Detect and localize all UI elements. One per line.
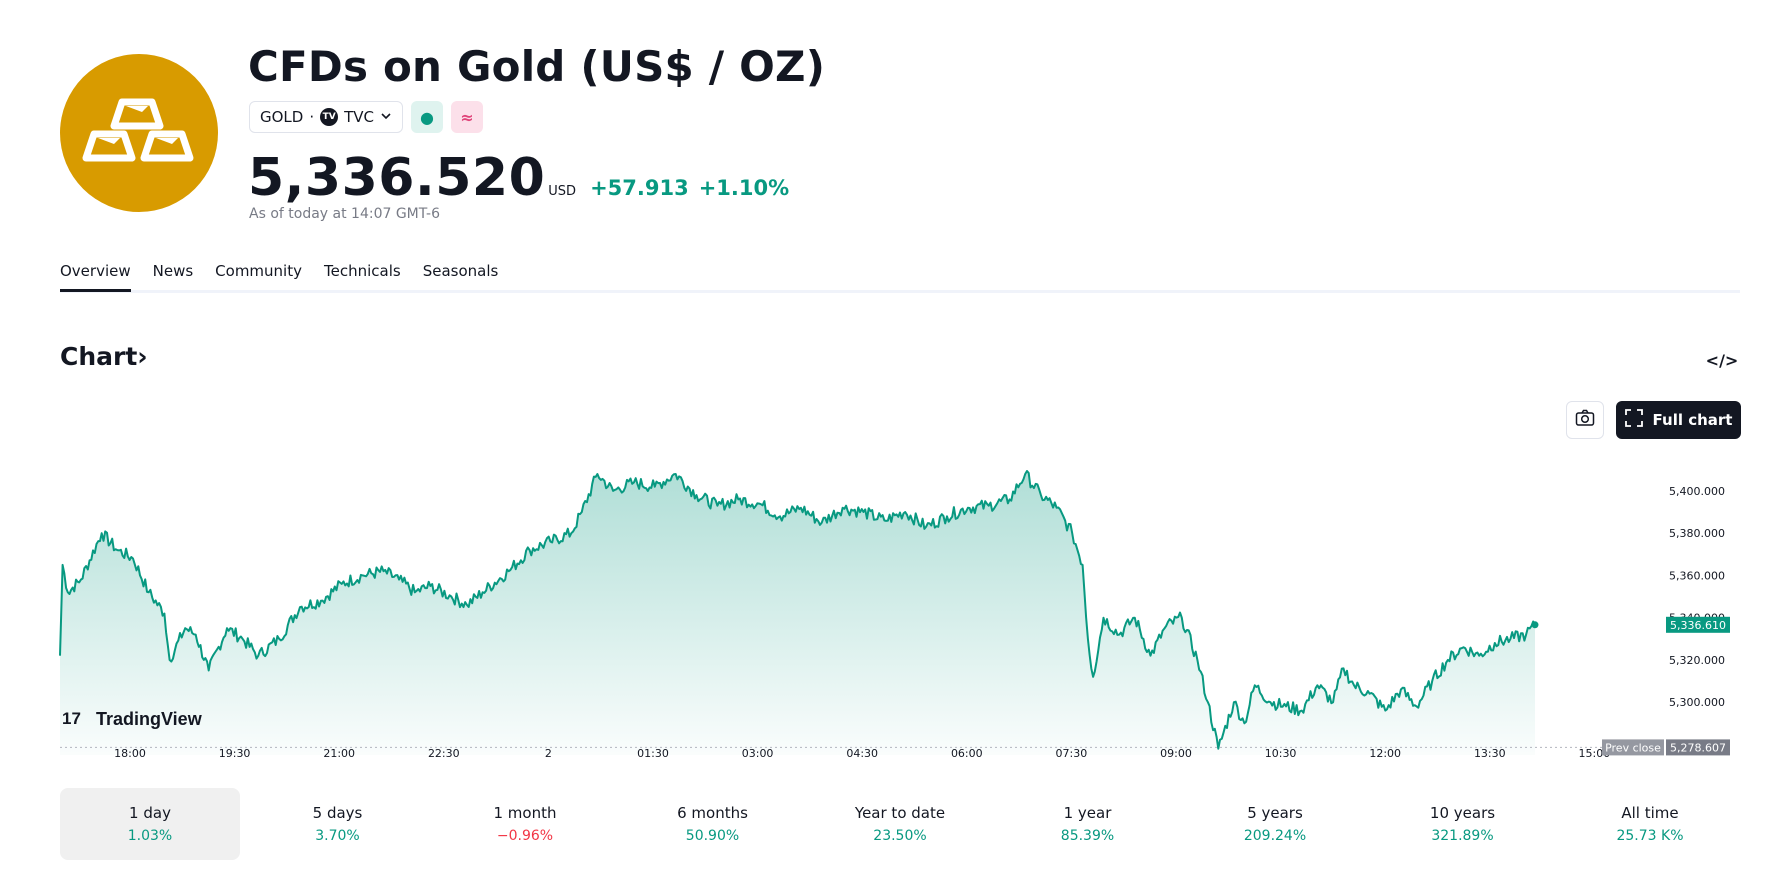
x-tick-label: 18:00 — [114, 747, 146, 760]
performance-periods: 1 day 1.03% 5 days 3.70% 1 month −0.96% 6 mont… — [60, 788, 1740, 860]
chevron-down-icon — [380, 110, 392, 125]
tabs-divider — [60, 290, 1740, 293]
full-chart-button[interactable]: Full chart — [1616, 401, 1741, 439]
prev-close-badge: 5,278.607 — [1666, 739, 1730, 756]
period-all-time[interactable]: All time 25.73 K% — [1560, 788, 1740, 860]
x-tick-label: 04:30 — [846, 747, 878, 760]
period-5-days[interactable]: 5 days 3.70% — [248, 788, 428, 860]
symbol-label: GOLD — [260, 108, 304, 126]
price-area — [60, 471, 1535, 755]
symbol-separator: · — [309, 108, 315, 126]
prev-close-badge-value: 5,278.607 — [1670, 741, 1726, 754]
period-label: 1 year — [1063, 804, 1112, 822]
tab-news[interactable]: News — [152, 262, 194, 280]
period-label: All time — [1621, 804, 1679, 822]
last-point — [1531, 621, 1539, 629]
price-line — [59, 470, 1536, 750]
period-6-months[interactable]: 6 months 50.90% — [623, 788, 803, 860]
tab-overview[interactable]: Overview — [60, 262, 131, 292]
y-tick-label: 5,300.000 — [1669, 696, 1725, 709]
x-tick-label: 09:00 — [1160, 747, 1192, 760]
x-tick-label: 21:00 — [323, 747, 355, 760]
period-change: 23.50% — [873, 828, 927, 844]
last-price-badge: 5,336.610 — [1666, 616, 1730, 633]
price-chart[interactable]: 5,400.0005,380.0005,360.0005,340.0005,32… — [0, 455, 1771, 775]
symbol-exchange-selector[interactable]: GOLD · TV TVC — [249, 101, 404, 133]
tab-technicals[interactable]: Technicals — [324, 262, 401, 280]
prev-close-tag-text: Prev close — [1605, 741, 1661, 754]
currency-label: USD — [548, 184, 577, 199]
delayed-data-badge[interactable]: ≈ — [451, 101, 484, 133]
x-tick-label: 03:00 — [742, 747, 774, 760]
x-tick-label: 10:30 — [1265, 747, 1297, 760]
market-status-badge[interactable]: ● — [411, 101, 444, 133]
price-row: 5,336.520 USD +57.913 +1.10% — [248, 148, 789, 208]
y-tick-label: 5,320.000 — [1669, 654, 1725, 667]
x-tick-label: 19:30 — [219, 747, 251, 760]
x-tick-label: 12:00 — [1369, 747, 1401, 760]
chevron-right-icon: › — [137, 342, 148, 371]
last-price: 5,336.520 — [248, 148, 546, 208]
change-percent: +1.10% — [698, 176, 790, 200]
x-tick-label: 13:30 — [1474, 747, 1506, 760]
period-label: 10 years — [1429, 804, 1496, 822]
period-change: −0.96% — [496, 828, 554, 844]
period-label: 5 days — [312, 804, 363, 822]
tradingview-logo-icon: 17 — [62, 709, 81, 728]
period-5-years[interactable]: 5 years 209.24% — [1185, 788, 1365, 860]
exchange-label: TVC — [344, 108, 375, 126]
period-label: Year to date — [854, 804, 946, 822]
symbol-row: GOLD · TV TVC ● ≈ — [249, 101, 484, 133]
camera-icon — [1575, 409, 1595, 431]
last-price-badge-text: 5,336.610 — [1670, 619, 1726, 632]
y-tick-label: 5,400.000 — [1669, 485, 1725, 498]
as-of-timestamp: As of today at 14:07 GMT-6 — [249, 206, 440, 222]
period-10-years[interactable]: 10 years 321.89% — [1373, 788, 1553, 860]
full-chart-label: Full chart — [1652, 411, 1733, 429]
period-label: 1 day — [129, 804, 171, 822]
change-absolute: +57.913 — [590, 176, 689, 200]
period-change: 50.90% — [685, 828, 740, 844]
fullscreen-icon — [1624, 409, 1643, 431]
period-change: 25.73 K% — [1616, 828, 1684, 844]
tab-community[interactable]: Community — [215, 262, 302, 280]
period-year-to-date[interactable]: Year to date 23.50% — [810, 788, 990, 860]
prev-close-tag: Prev close — [1602, 739, 1664, 756]
screenshot-button[interactable] — [1566, 401, 1604, 439]
tab-seasonals[interactable]: Seasonals — [422, 262, 499, 280]
tab-bar: Overview News Community Technicals Seaso… — [60, 262, 520, 292]
period-change: 209.24% — [1243, 828, 1307, 844]
x-tick-label: 01:30 — [637, 747, 669, 760]
period-change: 321.89% — [1431, 828, 1494, 844]
tradingview-brand: 17 TradingView — [62, 709, 203, 729]
page-title: CFDs on Gold (US$ / OZ) — [248, 42, 826, 91]
y-tick-label: 5,380.000 — [1669, 527, 1725, 540]
period-change: 1.03% — [127, 828, 173, 844]
period-change: 85.39% — [1060, 828, 1115, 844]
period-change: 3.70% — [315, 828, 360, 844]
x-tick-label: 06:00 — [951, 747, 983, 760]
x-tick-label: 2 — [545, 747, 552, 760]
chart-heading-link[interactable]: Chart› — [60, 342, 148, 371]
period-1-year[interactable]: 1 year 85.39% — [998, 788, 1178, 860]
tradingview-wordmark: TradingView — [96, 709, 203, 729]
period-1-month[interactable]: 1 month −0.96% — [435, 788, 615, 860]
chart-heading-label: Chart — [60, 342, 138, 371]
period-label: 6 months — [677, 804, 748, 822]
period-1-day[interactable]: 1 day 1.03% — [60, 788, 240, 860]
gold-bars-icon — [60, 54, 218, 212]
period-label: 5 years — [1247, 804, 1303, 822]
exchange-logo-icon: TV — [320, 108, 339, 126]
period-label: 1 month — [493, 804, 557, 822]
x-tick-label: 07:30 — [1056, 747, 1088, 760]
embed-code-icon[interactable]: </> — [1705, 350, 1739, 370]
x-tick-label: 22:30 — [428, 747, 460, 760]
y-tick-label: 5,360.000 — [1669, 569, 1725, 582]
